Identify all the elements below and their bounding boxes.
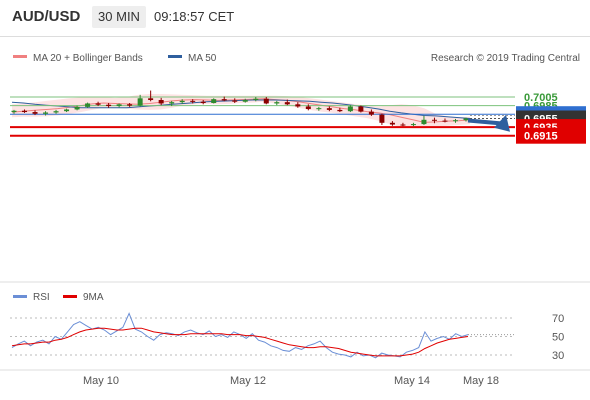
candle-body <box>232 100 238 102</box>
candle-body <box>316 108 322 110</box>
candle-body <box>379 114 385 123</box>
candle-body <box>347 106 353 112</box>
x-tick-label: May 14 <box>394 375 430 387</box>
rsi-tick-label: 70 <box>552 313 564 325</box>
ma9-line <box>11 327 469 357</box>
candle-body <box>190 100 196 102</box>
forecast-arrow-head <box>494 114 510 132</box>
candle-body <box>305 106 311 110</box>
candle-body <box>326 108 332 110</box>
currency-pair-title: AUD/USD <box>12 8 81 25</box>
level-label-support: 0.6915 <box>524 131 558 143</box>
candle-body <box>284 102 290 105</box>
timestamp: 09:18:57 CET <box>154 9 235 24</box>
candle-body <box>263 98 269 104</box>
x-axis: May 10 May 12 May 14 May 18 <box>0 369 590 387</box>
candle-body <box>452 120 458 122</box>
candle-body <box>200 101 206 104</box>
candle-body <box>358 106 364 112</box>
candle-body <box>410 124 416 126</box>
candle-body <box>179 100 185 103</box>
candle-body <box>368 111 374 115</box>
candle-body <box>242 100 248 102</box>
rsi-legend-label: RSI <box>33 292 50 303</box>
level-badge-support <box>516 127 586 144</box>
copyright-text: Research © 2019 Trading Central <box>431 53 580 64</box>
candle-body <box>274 102 280 104</box>
candle-body <box>421 119 427 125</box>
candle-body <box>116 104 122 107</box>
candle-body <box>442 120 448 122</box>
x-tick-label: May 10 <box>83 375 119 387</box>
ma9-legend-swatch <box>63 295 77 298</box>
level-label-resistance: 0.7005 <box>524 92 558 104</box>
candle-body <box>43 112 49 114</box>
candle-body <box>74 106 80 110</box>
ma9-legend-label: 9MA <box>83 292 104 303</box>
x-tick-label: May 18 <box>463 375 499 387</box>
ma50-legend-label: MA 50 <box>188 53 217 64</box>
rsi-line <box>11 312 469 359</box>
ma50-line <box>11 99 471 119</box>
ma50-legend-swatch <box>168 55 182 58</box>
bollinger-band-area <box>12 94 470 129</box>
candle-body <box>389 122 395 125</box>
candle-body <box>148 98 154 101</box>
candle-body <box>253 98 259 101</box>
candle-body <box>211 99 217 104</box>
candle-body <box>221 99 227 101</box>
candle-body <box>85 103 91 107</box>
rsi-tick-label: 50 <box>552 332 564 344</box>
candle-body <box>95 103 101 105</box>
candle-body <box>22 110 28 113</box>
rsi-legend-swatch <box>13 295 27 298</box>
timeframe-selector[interactable]: 30 MIN <box>92 6 146 28</box>
candle-body <box>53 111 59 113</box>
chart-header: AUD/USD 30 MIN 09:18:57 CET <box>0 0 590 37</box>
candle-body <box>337 109 343 112</box>
candle-body <box>106 104 112 107</box>
candle-body <box>431 119 437 121</box>
candle-body <box>137 98 143 106</box>
candle-body <box>64 109 70 112</box>
candle-body <box>463 118 469 121</box>
candle-body <box>169 102 175 104</box>
candle-body <box>158 100 164 104</box>
header-divider <box>0 36 590 37</box>
candle-body <box>295 104 301 107</box>
candle-body <box>400 124 406 126</box>
bollinger-legend-label: MA 20 + Bollinger Bands <box>33 53 143 64</box>
candle-body <box>32 112 38 114</box>
candle-body <box>11 110 17 113</box>
x-tick-label: May 12 <box>230 375 266 387</box>
rsi-tick-label: 30 <box>552 350 564 362</box>
rsi-panel: 70 50 30 <box>10 312 564 362</box>
candle-body <box>127 104 133 106</box>
bollinger-legend-swatch <box>13 55 27 58</box>
